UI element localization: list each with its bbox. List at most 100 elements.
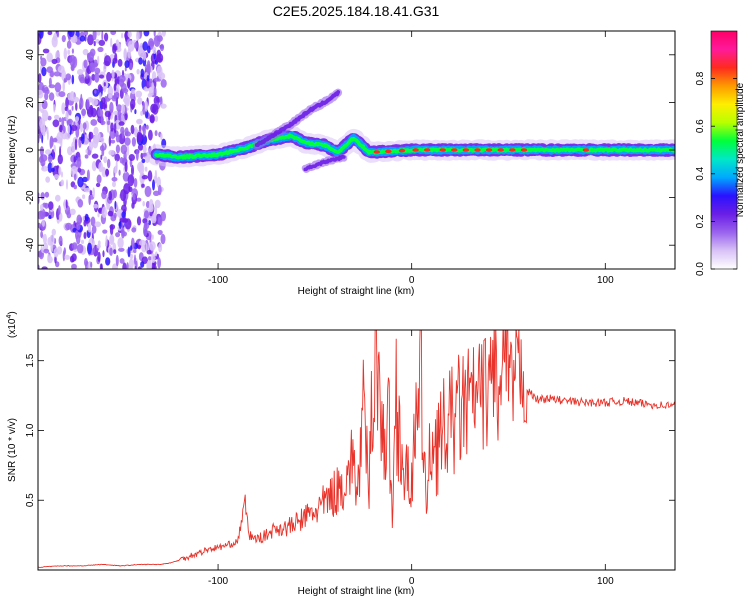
noise-blob — [130, 245, 133, 251]
noise-blob — [83, 232, 87, 239]
noise-blob — [90, 107, 97, 118]
noise-blob — [124, 127, 129, 137]
noise-blob — [41, 165, 49, 172]
noise-blob — [45, 176, 51, 183]
noise-blob — [113, 249, 117, 255]
noise-blob — [103, 82, 106, 87]
colorbar-tick-label: 0.6 — [695, 119, 706, 133]
noise-blob — [87, 242, 92, 255]
noise-blob — [91, 98, 99, 106]
noise-blob — [52, 137, 58, 143]
peak-marker — [474, 148, 481, 152]
noise-blob — [104, 110, 112, 118]
noise-blob — [59, 124, 63, 133]
noise-blob — [84, 213, 89, 222]
noise-blob — [91, 225, 97, 234]
noise-blob — [83, 59, 88, 69]
noise-blob — [71, 242, 78, 250]
noise-blob — [63, 78, 67, 83]
noise-blob — [40, 57, 47, 67]
noise-blob — [97, 46, 104, 53]
noise-blob — [109, 101, 114, 114]
noise-blob — [98, 208, 102, 213]
noise-blob — [40, 192, 45, 200]
y-tick-label: 0.5 — [25, 493, 36, 507]
noise-blob — [122, 88, 129, 94]
noise-blob — [140, 68, 145, 78]
noise-blob — [96, 174, 102, 184]
snr-x-axis-label: Height of straight line (km) — [298, 586, 415, 597]
noise-blob — [154, 130, 158, 137]
noise-blob — [124, 137, 131, 146]
noise-blob — [67, 49, 71, 55]
noise-blob — [41, 266, 48, 269]
spectrogram-x-axis-label: Height of straight line (km) — [298, 286, 415, 297]
noise-blob — [105, 235, 108, 248]
peak-marker — [398, 148, 406, 153]
noise-blob — [110, 37, 113, 48]
noise-blob — [124, 161, 128, 173]
noise-blob — [100, 102, 107, 110]
noise-blob — [136, 119, 142, 124]
spectrogram-panel: -100 0 100 -40 -20 0 20 40 Height of straight l… — [7, 30, 676, 297]
noise-blob — [151, 215, 157, 224]
noise-blob — [128, 258, 134, 269]
noise-blob — [101, 167, 107, 178]
noise-blob — [100, 114, 104, 126]
peak-marker — [439, 148, 446, 152]
noise-blob — [124, 31, 128, 42]
noise-blob — [92, 203, 99, 209]
noise-blob — [128, 154, 135, 161]
noise-blob — [71, 74, 75, 85]
noise-blob — [136, 131, 141, 143]
noise-blob — [77, 176, 84, 188]
figure-title: C2E5.2025.184.18.41.G31 — [273, 3, 440, 19]
noise-blob — [39, 208, 46, 220]
noise-blob — [118, 121, 125, 126]
colorbar-tick-label: 0.0 — [695, 262, 706, 276]
x-tick-label: 100 — [597, 576, 614, 587]
noise-blob — [64, 132, 71, 140]
noise-blob — [76, 157, 82, 169]
noise-blob — [117, 237, 124, 249]
noise-blob — [44, 202, 49, 209]
spectrogram-image — [38, 31, 675, 269]
noise-blob — [154, 115, 159, 122]
noise-blob — [123, 94, 131, 105]
noise-blob — [54, 174, 60, 179]
noise-blob — [83, 187, 91, 193]
y-tick-label: 20 — [25, 96, 36, 108]
noise-blob — [149, 114, 155, 124]
noise-blob — [137, 50, 141, 55]
noise-blob — [85, 149, 88, 154]
noise-blob — [51, 58, 58, 65]
noise-blob — [121, 211, 126, 219]
noise-blob — [51, 228, 56, 236]
noise-blob — [154, 205, 158, 218]
noise-blob — [67, 124, 71, 134]
noise-blob — [54, 82, 62, 93]
noise-blob — [115, 144, 120, 154]
noise-blob — [135, 260, 138, 269]
noise-blob — [126, 144, 130, 157]
noise-blob — [130, 98, 136, 110]
noise-blob — [58, 235, 63, 246]
noise-blob — [58, 205, 61, 215]
noise-blob — [71, 257, 75, 263]
noise-blob — [71, 105, 74, 111]
noise-blob — [153, 190, 160, 196]
noise-blob — [90, 119, 98, 126]
noise-blob — [39, 146, 44, 157]
noise-blob — [95, 39, 100, 44]
noise-blob — [120, 144, 128, 155]
noise-blob — [148, 199, 154, 210]
noise-blob — [86, 169, 90, 181]
noise-blob — [76, 221, 81, 231]
noise-blob — [90, 261, 93, 268]
noise-blob — [74, 138, 78, 151]
noise-blob — [151, 82, 154, 91]
noise-blob — [108, 149, 115, 156]
noise-blob — [137, 266, 142, 269]
noise-blob — [68, 31, 75, 38]
noise-blob — [54, 255, 57, 264]
